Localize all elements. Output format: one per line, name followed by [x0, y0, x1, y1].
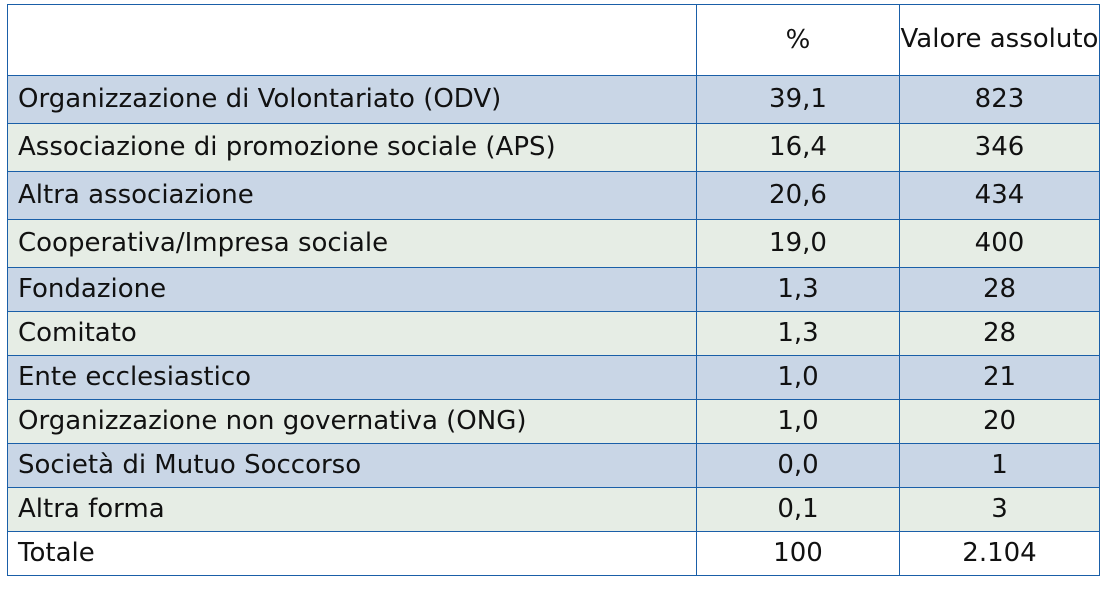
header-label-column	[7, 4, 697, 76]
row-label: Organizzazione non governativa (ONG)	[7, 399, 697, 444]
table-row: Società di Mutuo Soccorso 0,0 1	[7, 443, 1100, 488]
row-label: Associazione di promozione sociale (APS)	[7, 123, 697, 172]
data-table: % Valore assoluto Organizzazione di Volo…	[7, 4, 1100, 576]
total-value: 2.104	[899, 531, 1100, 576]
row-value: 823	[899, 75, 1100, 124]
table-row: Altra associazione 20,6 434	[7, 171, 1100, 220]
row-label: Fondazione	[7, 267, 697, 312]
row-label: Altra forma	[7, 487, 697, 532]
row-label: Organizzazione di Volontariato (ODV)	[7, 75, 697, 124]
table-row: Fondazione 1,3 28	[7, 267, 1100, 312]
total-percent: 100	[696, 531, 900, 576]
table-row: Associazione di promozione sociale (APS)…	[7, 123, 1100, 172]
row-value: 1	[899, 443, 1100, 488]
header-row: % Valore assoluto	[7, 4, 1100, 76]
row-label: Società di Mutuo Soccorso	[7, 443, 697, 488]
row-label: Altra associazione	[7, 171, 697, 220]
row-percent: 0,1	[696, 487, 900, 532]
row-percent: 16,4	[696, 123, 900, 172]
row-percent: 19,0	[696, 219, 900, 268]
row-percent: 1,3	[696, 267, 900, 312]
row-value: 20	[899, 399, 1100, 444]
table-row: Altra forma 0,1 3	[7, 487, 1100, 532]
row-percent: 0,0	[696, 443, 900, 488]
total-label: Totale	[7, 531, 697, 576]
table-row: Organizzazione di Volontariato (ODV) 39,…	[7, 75, 1100, 124]
table-row: Comitato 1,3 28	[7, 311, 1100, 356]
row-value: 434	[899, 171, 1100, 220]
row-value: 400	[899, 219, 1100, 268]
row-percent: 1,0	[696, 355, 900, 400]
row-value: 28	[899, 267, 1100, 312]
row-percent: 20,6	[696, 171, 900, 220]
table-row: Organizzazione non governativa (ONG) 1,0…	[7, 399, 1100, 444]
table-row: Cooperativa/Impresa sociale 19,0 400	[7, 219, 1100, 268]
header-percent: %	[696, 4, 900, 76]
row-value: 3	[899, 487, 1100, 532]
row-value: 346	[899, 123, 1100, 172]
row-percent: 1,3	[696, 311, 900, 356]
row-label: Comitato	[7, 311, 697, 356]
row-label: Cooperativa/Impresa sociale	[7, 219, 697, 268]
row-label: Ente ecclesiastico	[7, 355, 697, 400]
row-percent: 1,0	[696, 399, 900, 444]
row-percent: 39,1	[696, 75, 900, 124]
header-absolute-value: Valore assoluto	[899, 4, 1100, 76]
table-row: Ente ecclesiastico 1,0 21	[7, 355, 1100, 400]
row-value: 21	[899, 355, 1100, 400]
total-row: Totale 100 2.104	[7, 531, 1100, 576]
row-value: 28	[899, 311, 1100, 356]
